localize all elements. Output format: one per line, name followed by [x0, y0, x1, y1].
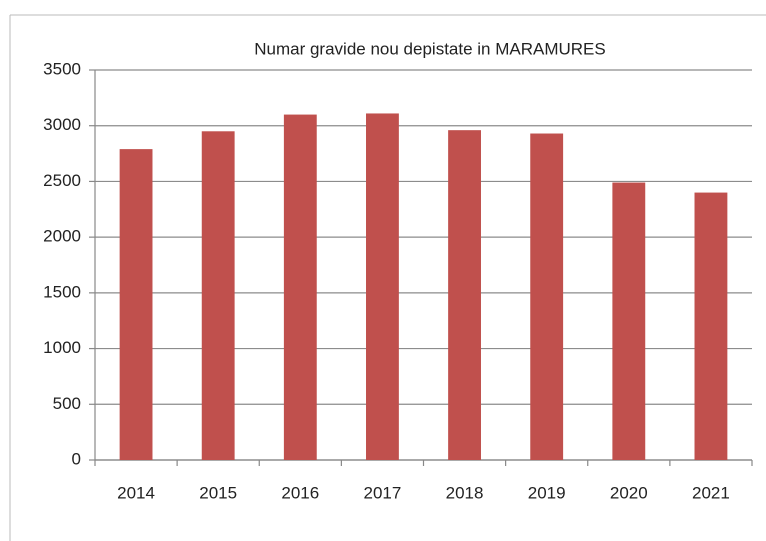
bar	[694, 192, 728, 461]
bar	[612, 182, 646, 461]
x-tick-label: 2014	[117, 483, 155, 502]
bar	[119, 149, 153, 460]
x-tick-label: 2020	[610, 483, 648, 502]
y-tick-label: 2000	[43, 227, 81, 246]
x-tick-label: 2015	[199, 483, 237, 502]
x-tick-label: 2017	[364, 483, 402, 502]
y-tick-label: 2500	[43, 171, 81, 190]
x-tick-label: 2016	[281, 483, 319, 502]
bar	[530, 133, 564, 460]
chart-title: Numar gravide nou depistate in MARAMURES	[254, 39, 605, 58]
bar	[366, 113, 399, 460]
y-tick-label: 1000	[43, 338, 81, 357]
x-tick-label: 2019	[528, 483, 566, 502]
y-tick-label: 0	[72, 449, 81, 468]
y-tick-label: 3500	[43, 59, 81, 78]
y-tick-label: 3000	[43, 115, 81, 134]
bar	[283, 114, 317, 461]
x-tick-label: 2021	[692, 483, 730, 502]
bar	[201, 131, 235, 461]
y-tick-label: 500	[53, 394, 81, 413]
x-tick-label: 2018	[446, 483, 484, 502]
y-tick-label: 1500	[43, 282, 81, 301]
bar	[448, 130, 481, 460]
